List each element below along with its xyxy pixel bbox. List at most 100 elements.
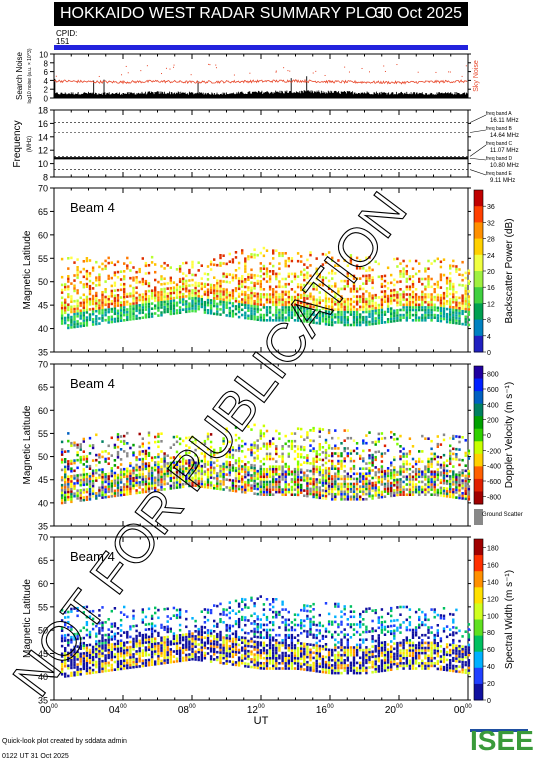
power-cell: [365, 315, 368, 319]
power-cell: [408, 298, 412, 301]
velocity-cell: [203, 483, 207, 486]
sky-noise-outlier: [465, 65, 467, 67]
velocity-cell: [123, 442, 126, 446]
velocity-cell: [312, 488, 315, 491]
velocity-cell: [393, 476, 396, 479]
power-cell: [98, 322, 101, 325]
width-cell: [166, 638, 169, 641]
velocity-cell: [216, 482, 219, 485]
width-cell: [197, 650, 200, 654]
velocity-cell: [296, 488, 300, 492]
velocity-cell: [64, 475, 67, 479]
power-cell: [209, 283, 213, 287]
velocity-cell: [430, 488, 433, 491]
power-cell: [386, 287, 390, 290]
velocity-cell: [408, 483, 412, 486]
velocity-cell: [206, 481, 210, 484]
velocity-cell: [355, 480, 359, 483]
power-cell: [95, 284, 98, 287]
width-cell: [216, 638, 219, 641]
power-cell: [393, 319, 396, 323]
velocity-cell: [194, 474, 197, 477]
velocity-cell: [275, 460, 278, 463]
width-cell: [110, 625, 113, 628]
velocity-cell: [191, 468, 194, 472]
velocity-cell: [135, 491, 138, 495]
power-cell: [377, 311, 380, 315]
power-cell: [284, 303, 287, 307]
velocity-cell: [268, 475, 272, 479]
velocity-cell: [343, 498, 346, 501]
width-cell: [104, 641, 107, 645]
velocity-cell: [362, 475, 365, 478]
power-cell: [213, 299, 216, 303]
velocity-cell: [349, 485, 353, 488]
velocity-cell: [79, 448, 82, 451]
width-cell: [67, 615, 70, 619]
velocity-cell: [234, 477, 238, 480]
power-cell: [60, 314, 64, 318]
width-cell: [163, 654, 166, 657]
velocity-cell: [386, 449, 390, 452]
power-cell: [430, 298, 433, 301]
velocity-cell: [231, 448, 235, 452]
velocity-cell: [275, 465, 278, 468]
power-cell: [374, 322, 377, 325]
power-cell: [123, 308, 126, 312]
velocity-cell: [172, 481, 176, 485]
power-cell: [293, 313, 297, 317]
power-cell: [250, 291, 253, 295]
power-cell: [82, 324, 85, 327]
velocity-cell: [123, 490, 126, 494]
width-cell: [144, 638, 148, 642]
velocity-cell: [262, 478, 266, 481]
power-cell: [371, 278, 374, 282]
power-cell: [262, 277, 266, 281]
velocity-cell: [362, 459, 365, 463]
power-cell: [163, 267, 166, 270]
width-cell: [147, 638, 151, 641]
velocity-cell: [110, 479, 113, 483]
velocity-cell: [334, 477, 337, 481]
power-cell: [318, 273, 321, 276]
velocity-cell: [374, 450, 377, 454]
power-cell: [306, 312, 309, 316]
velocity-cell: [241, 490, 244, 494]
velocity-cell: [116, 453, 120, 457]
width-cell: [113, 668, 117, 671]
power-cell: [119, 309, 123, 312]
width-cell: [147, 628, 151, 631]
velocity-cell: [225, 453, 228, 456]
power-cell: [231, 291, 235, 295]
velocity-cell: [449, 475, 452, 478]
power-cell: [275, 308, 278, 312]
width-cell: [182, 643, 185, 647]
width-cell: [163, 628, 166, 631]
velocity-cell: [259, 434, 262, 438]
power-cell: [281, 277, 284, 281]
frequency-ytick-label: 14: [38, 132, 48, 142]
power-cell: [76, 320, 79, 323]
velocity-cell: [60, 499, 64, 502]
width-cell: [144, 636, 148, 639]
width-cell: [135, 634, 138, 638]
velocity-cell: [452, 447, 455, 451]
velocity-cell: [126, 485, 129, 488]
power-cell: [150, 307, 154, 310]
velocity-cell: [85, 480, 89, 484]
velocity-ytick-label: 50: [38, 452, 48, 462]
velocity-cell: [327, 467, 331, 470]
power-cell: [222, 306, 225, 309]
velocity-cell: [430, 493, 433, 496]
power-cell: [278, 319, 281, 322]
power-cell: [424, 300, 427, 304]
power-cell: [340, 318, 343, 322]
velocity-cell: [250, 476, 253, 480]
power-cell: [268, 306, 272, 309]
velocity-cell: [334, 485, 337, 488]
power-cell: [98, 283, 101, 287]
velocity-cell: [91, 479, 95, 483]
velocity-cell: [458, 481, 461, 484]
width-cell: [107, 643, 110, 647]
velocity-cell: [461, 486, 464, 490]
